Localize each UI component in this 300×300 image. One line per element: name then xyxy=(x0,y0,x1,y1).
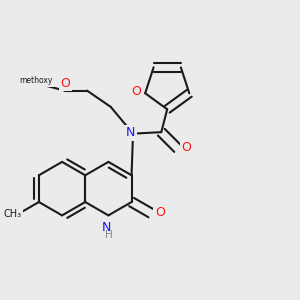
Text: O: O xyxy=(60,76,70,90)
Text: N: N xyxy=(126,126,135,139)
Text: methoxy: methoxy xyxy=(19,76,52,85)
Text: CH₃: CH₃ xyxy=(3,209,21,219)
Text: O: O xyxy=(182,141,191,154)
Text: O: O xyxy=(131,85,141,98)
Text: H: H xyxy=(104,230,112,240)
Text: O: O xyxy=(155,206,165,219)
Text: N: N xyxy=(102,221,112,234)
